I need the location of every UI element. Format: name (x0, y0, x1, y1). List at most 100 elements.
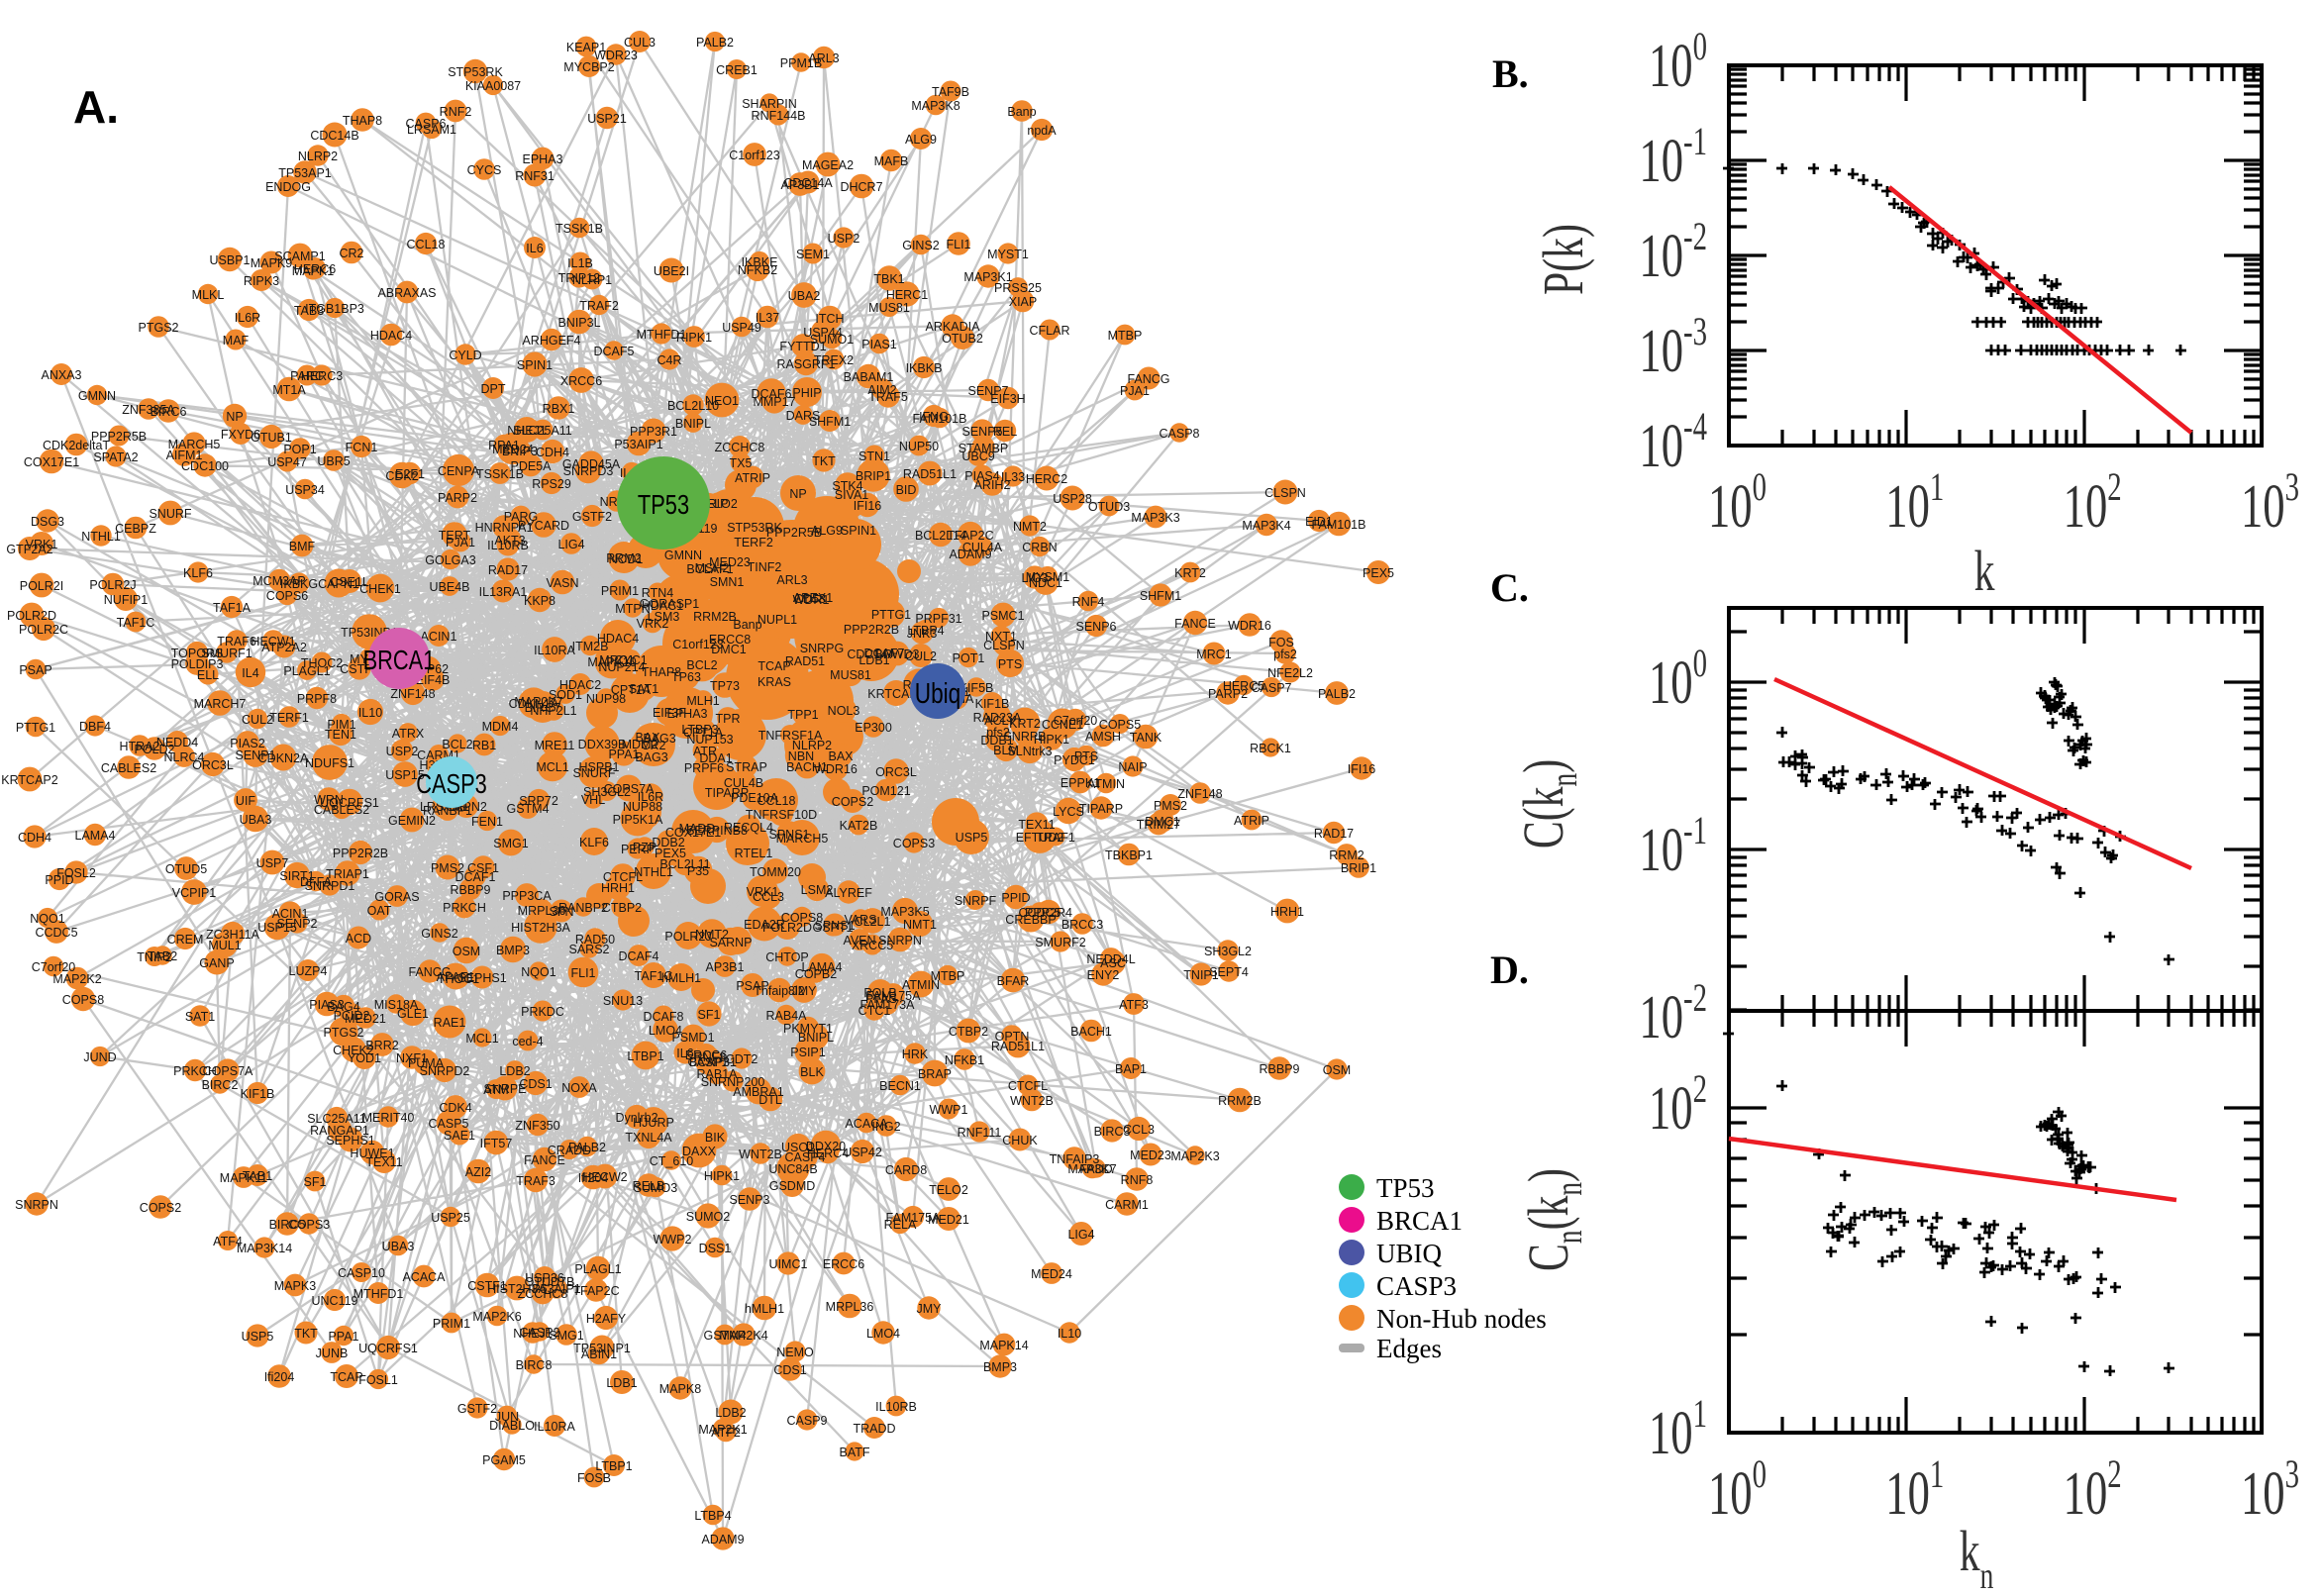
svg-text:EID1: EID1 (1305, 515, 1333, 529)
svg-text:NXT1: NXT1 (985, 630, 1017, 644)
svg-text:FXYD6: FXYD6 (221, 428, 260, 442)
svg-text:ATF3: ATF3 (1119, 998, 1149, 1012)
svg-text:SNRPB: SNRPB (1003, 730, 1046, 744)
svg-text:COPS7A: COPS7A (203, 1064, 253, 1078)
svg-text:RAE1: RAE1 (434, 1016, 466, 1030)
svg-text:FAM101B: FAM101B (913, 412, 967, 426)
svg-text:LDB2: LDB2 (715, 1406, 746, 1420)
svg-text:ACIN1: ACIN1 (272, 907, 309, 921)
svg-text:NQO1: NQO1 (521, 965, 556, 979)
svg-text:PDE10A: PDE10A (731, 791, 779, 805)
svg-text:KEAP1: KEAP1 (566, 41, 606, 54)
svg-text:DPT: DPT (481, 382, 506, 396)
svg-text:TPP1: TPP1 (787, 708, 818, 722)
svg-text:NUPL1: NUPL1 (758, 613, 797, 627)
svg-text:SAE1: SAE1 (444, 1129, 475, 1143)
svg-text:LTBP1: LTBP1 (595, 1459, 632, 1473)
svg-text:UBC9: UBC9 (961, 449, 994, 463)
svg-text:PJA1: PJA1 (446, 536, 475, 549)
svg-text:RNF111: RNF111 (958, 1126, 1002, 1140)
svg-text:ATMIN: ATMIN (902, 978, 940, 992)
svg-text:ZNF385A: ZNF385A (122, 403, 175, 417)
svg-text:CYC1: CYC1 (614, 653, 647, 667)
svg-text:PRKCH: PRKCH (443, 901, 486, 915)
svg-text:RBX1: RBX1 (543, 402, 575, 416)
svg-text:MYST1: MYST1 (987, 248, 1029, 261)
svg-text:HJURP: HJURP (633, 1116, 674, 1130)
svg-text:PPP2R2B: PPP2R2B (844, 623, 899, 637)
svg-text:WNT2B: WNT2B (1010, 1094, 1054, 1108)
svg-text:SNU13: SNU13 (603, 994, 643, 1008)
svg-text:UBR5: UBR5 (317, 454, 350, 468)
svg-text:TNFAIP3: TNFAIP3 (1050, 1152, 1100, 1166)
svg-text:FANCG: FANCG (1127, 372, 1169, 386)
svg-text:IFI16: IFI16 (1348, 762, 1376, 776)
svg-text:PSAP: PSAP (19, 663, 51, 677)
svg-text:BID: BID (896, 483, 917, 497)
svg-text:10-1: 10-1 (1639, 808, 1707, 883)
svg-text:CASP3: CASP3 (1376, 1271, 1457, 1301)
svg-text:CENPA: CENPA (438, 464, 480, 478)
svg-text:TCAP: TCAP (758, 659, 790, 673)
svg-text:BACH1: BACH1 (786, 760, 828, 774)
svg-text:C1orf123: C1orf123 (672, 638, 723, 651)
svg-text:HIPK1: HIPK1 (704, 1169, 740, 1183)
svg-text:JUN: JUN (495, 1410, 519, 1424)
svg-text:CUL2: CUL2 (242, 713, 273, 727)
svg-text:TIPARP: TIPARP (1079, 802, 1123, 816)
svg-text:P53AIP1: P53AIP1 (532, 1282, 580, 1296)
svg-text:MRPL36: MRPL36 (518, 904, 566, 918)
svg-text:COPS8: COPS8 (781, 911, 823, 925)
svg-text:CHUK: CHUK (1002, 1134, 1038, 1147)
svg-text:POLR2J: POLR2J (664, 930, 711, 944)
svg-text:CDKN1A: CDKN1A (509, 697, 559, 711)
svg-text:EIF3H: EIF3H (990, 392, 1025, 406)
svg-text:CUL3: CUL3 (624, 36, 656, 50)
svg-text:CDKN2A: CDKN2A (258, 751, 309, 765)
svg-text:RIPK3: RIPK3 (244, 274, 279, 288)
svg-text:FLI1: FLI1 (946, 238, 970, 251)
svg-text:MTBP: MTBP (1108, 329, 1143, 343)
svg-text:PSMD1: PSMD1 (671, 1031, 714, 1045)
svg-text:FOSB: FOSB (577, 1471, 611, 1485)
svg-text:CDK4: CDK4 (439, 1101, 471, 1115)
svg-text:ATR: ATR (693, 745, 717, 758)
svg-text:AP3B1: AP3B1 (781, 178, 820, 192)
svg-text:COPS8: COPS8 (62, 993, 104, 1007)
svg-text:RAD50: RAD50 (575, 933, 615, 947)
svg-text:ENDOG: ENDOG (265, 180, 311, 194)
svg-text:BIRC5: BIRC5 (269, 1218, 306, 1232)
svg-text:PTS: PTS (1074, 749, 1098, 763)
svg-text:AVEN: AVEN (843, 934, 875, 948)
svg-text:NEO1: NEO1 (705, 394, 739, 408)
svg-text:MT1A: MT1A (272, 383, 306, 397)
svg-text:RAB4A: RAB4A (766, 1009, 808, 1023)
svg-text:Cn(kn): Cn(kn) (1516, 1168, 1590, 1271)
svg-text:RNF8: RNF8 (1121, 1173, 1154, 1187)
svg-text:ADAM9: ADAM9 (949, 548, 991, 561)
svg-text:COPS2: COPS2 (140, 1201, 181, 1215)
svg-text:TPR: TPR (716, 712, 741, 726)
svg-text:Non-Hub nodes: Non-Hub nodes (1376, 1304, 1547, 1334)
svg-text:C4R: C4R (656, 353, 681, 367)
svg-text:PPA1: PPA1 (328, 1330, 358, 1344)
svg-text:SNRPD2: SNRPD2 (420, 1064, 470, 1078)
svg-text:USP15: USP15 (257, 921, 297, 935)
svg-text:RRM2B: RRM2B (693, 610, 737, 624)
svg-text:MARCH7: MARCH7 (194, 697, 247, 711)
svg-text:MADD: MADD (679, 822, 716, 836)
svg-text:CUL2: CUL2 (905, 649, 937, 663)
svg-text:HERC3: HERC3 (301, 369, 343, 383)
svg-text:102: 102 (2064, 464, 2122, 540)
svg-text:WDR16: WDR16 (1228, 619, 1271, 633)
svg-text:GMNN: GMNN (78, 389, 116, 403)
svg-text:DMC1: DMC1 (711, 643, 746, 656)
svg-text:NLRC4: NLRC4 (164, 750, 205, 764)
svg-text:SLC25A11: SLC25A11 (513, 424, 572, 438)
svg-text:SPNS1: SPNS1 (769, 828, 810, 842)
svg-text:WDR1: WDR1 (793, 593, 830, 607)
svg-text:DSS1: DSS1 (699, 1242, 732, 1255)
svg-text:MDM2: MDM2 (622, 738, 658, 751)
svg-text:pfs2: pfs2 (986, 726, 1010, 740)
svg-text:LAMA4: LAMA4 (75, 829, 116, 843)
